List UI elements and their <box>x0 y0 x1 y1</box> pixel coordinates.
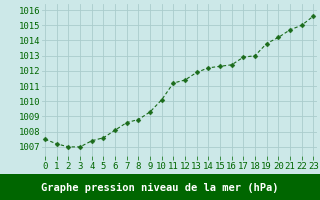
Text: Graphe pression niveau de la mer (hPa): Graphe pression niveau de la mer (hPa) <box>41 183 279 193</box>
